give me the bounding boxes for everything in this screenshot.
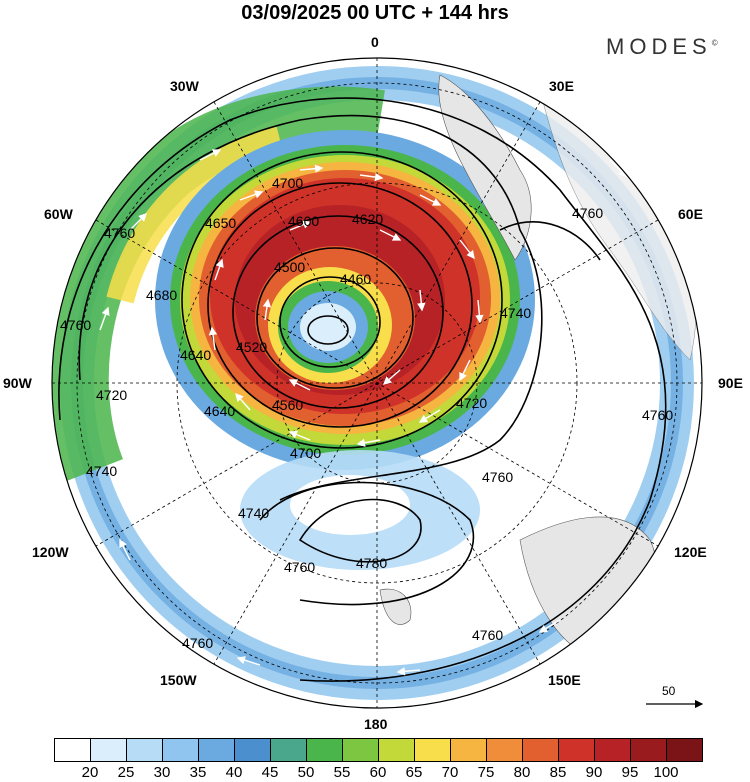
- modes-logo: MODES©: [606, 34, 718, 60]
- lon-label-150e: 150E: [548, 672, 581, 688]
- contour-label: 4700: [290, 445, 321, 461]
- colorbar-tick-label: 90: [585, 764, 603, 781]
- contour-label: 4780: [356, 555, 387, 571]
- contour-label: 4760: [182, 635, 213, 651]
- lon-label-0: 0: [371, 34, 379, 50]
- contour-label: 4760: [472, 627, 503, 643]
- colorbar-tick-label: 40: [225, 764, 243, 781]
- lon-label-90w: 90W: [3, 375, 32, 391]
- contour-label: 4740: [86, 463, 117, 479]
- colorbar-tick-label: 55: [333, 764, 351, 781]
- colorbar-cell: [54, 738, 91, 762]
- colorbar-cell: [162, 738, 199, 762]
- contour-label: 4760: [642, 407, 673, 423]
- colorbar-tick-label: 80: [513, 764, 531, 781]
- polar-map: 4760 4760 4760 4760 4760 4760 4760 4760 …: [51, 57, 703, 709]
- colorbar-tick-label: 60: [369, 764, 387, 781]
- colorbar-cell: [378, 738, 415, 762]
- colorbar-tick-label: 100: [653, 764, 679, 781]
- colorbar-tick-label: 45: [261, 764, 279, 781]
- lon-label-60e: 60E: [678, 206, 703, 222]
- contour-label: 4720: [456, 395, 487, 411]
- colorbar-cell: [198, 738, 235, 762]
- colorbar-tick-label: 65: [405, 764, 423, 781]
- colorbar-tick-label: 75: [477, 764, 495, 781]
- height-contours: [58, 97, 667, 682]
- contour-label: 4740: [238, 505, 269, 521]
- colorbar-tick-label: 50: [297, 764, 315, 781]
- reference-vector-label: 50: [662, 684, 676, 698]
- colorbar-tick-label: 85: [549, 764, 567, 781]
- contour-label: 4700: [272, 175, 303, 191]
- colorbar-cell: [90, 738, 127, 762]
- colorbar-cell: [558, 738, 595, 762]
- colorbar-cell: [414, 738, 451, 762]
- brand-name: MODES: [606, 34, 712, 59]
- lon-label-120e: 120E: [674, 544, 707, 560]
- contour-label: 4760: [60, 317, 91, 333]
- contour-label: 4600: [288, 213, 319, 229]
- colorbar-tick-label: 35: [189, 764, 207, 781]
- copyright-mark: ©: [711, 38, 718, 48]
- colorbar-tick-label: 25: [117, 764, 135, 781]
- colorbar-cell: [522, 738, 559, 762]
- colorbar-tick-label: 70: [441, 764, 459, 781]
- contour-label: 4760: [104, 225, 135, 241]
- colorbar-cell: [126, 738, 163, 762]
- lon-label-60w: 60W: [44, 206, 73, 222]
- lon-label-30w: 30W: [170, 78, 199, 94]
- lon-label-180: 180: [364, 716, 388, 732]
- colorbar-cell: [306, 738, 343, 762]
- wind-vectors: [99, 149, 647, 676]
- contour-label: 4500: [274, 259, 305, 275]
- colorbar-cell: [630, 738, 667, 762]
- contour-label: 4460: [340, 271, 371, 287]
- lon-label-90e: 90E: [718, 375, 743, 391]
- contour-label: 4650: [205, 215, 236, 231]
- colorbar-tick-label: 30: [153, 764, 171, 781]
- lon-label-30e: 30E: [549, 78, 574, 94]
- colorbar-cell: [342, 738, 379, 762]
- reference-vector-arrow: [646, 699, 704, 709]
- colorbar-cell: [234, 738, 271, 762]
- contour-label: 4560: [272, 397, 303, 413]
- colorbar-cell: [594, 738, 631, 762]
- contour-label: 4520: [236, 339, 267, 355]
- colorbar-cell: [666, 738, 703, 762]
- colorbar-tick-label: 20: [81, 764, 99, 781]
- contour-labels: 4760 4760 4760 4760 4760 4760 4760 4760 …: [60, 175, 673, 651]
- colorbar-cell: [450, 738, 487, 762]
- contour-label: 4680: [146, 287, 177, 303]
- contour-label: 4740: [500, 305, 531, 321]
- contour-label: 4760: [572, 205, 603, 221]
- contour-label: 4640: [204, 403, 235, 419]
- contour-label: 4640: [180, 347, 211, 363]
- colorbar-cell: [486, 738, 523, 762]
- colorbar-cell: [270, 738, 307, 762]
- contour-label: 4720: [96, 387, 127, 403]
- colorbar-tick-label: 95: [621, 764, 639, 781]
- contour-label: 4760: [482, 469, 513, 485]
- lon-label-150w: 150W: [160, 672, 197, 688]
- map-border: [51, 57, 703, 709]
- contour-label: 4760: [284, 559, 315, 575]
- map-title: 03/09/2025 00 UTC + 144 hrs: [241, 2, 509, 24]
- contour-label: 4620: [352, 211, 383, 227]
- lon-label-120w: 120W: [32, 544, 69, 560]
